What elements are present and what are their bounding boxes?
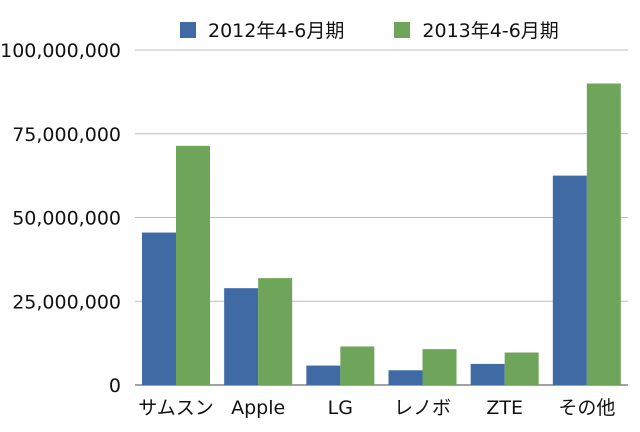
x-tick-label: サムスン [138, 397, 214, 419]
bar [224, 288, 259, 385]
bar [470, 363, 505, 385]
y-tick-label: 75,000,000 [12, 124, 121, 146]
legend-item-2012: 2012年4-6月期 [180, 16, 344, 43]
bar [176, 145, 210, 385]
legend-item-2013: 2013年4-6月期 [394, 16, 559, 43]
bar [340, 346, 375, 385]
y-tick-label: 0 [109, 375, 121, 397]
x-tick-label: Apple [231, 397, 285, 419]
legend-swatch-2013 [394, 21, 411, 38]
legend-label-2012: 2012年4-6月期 [208, 20, 345, 42]
bar [552, 175, 587, 385]
x-tick-label: その他 [558, 397, 615, 419]
x-tick-label: ZTE [486, 397, 523, 419]
bar [142, 232, 176, 385]
bar [422, 349, 457, 385]
y-tick-label: 100,000,000 [0, 40, 121, 62]
y-tick-label: 50,000,000 [12, 208, 121, 230]
y-tick-label: 25,000,000 [12, 291, 121, 313]
x-tick-label: LG [328, 397, 353, 419]
bar [504, 352, 539, 385]
bar [258, 278, 293, 385]
bar [306, 365, 341, 385]
legend-label-2013: 2013年4-6月期 [422, 20, 559, 42]
x-tick-label: レノボ [394, 397, 451, 419]
legend-swatch-2012 [180, 21, 196, 38]
bar [586, 83, 621, 385]
chart-legend: 2012年4-6月期 2013年4-6月期 [180, 16, 559, 43]
bar [388, 370, 423, 385]
